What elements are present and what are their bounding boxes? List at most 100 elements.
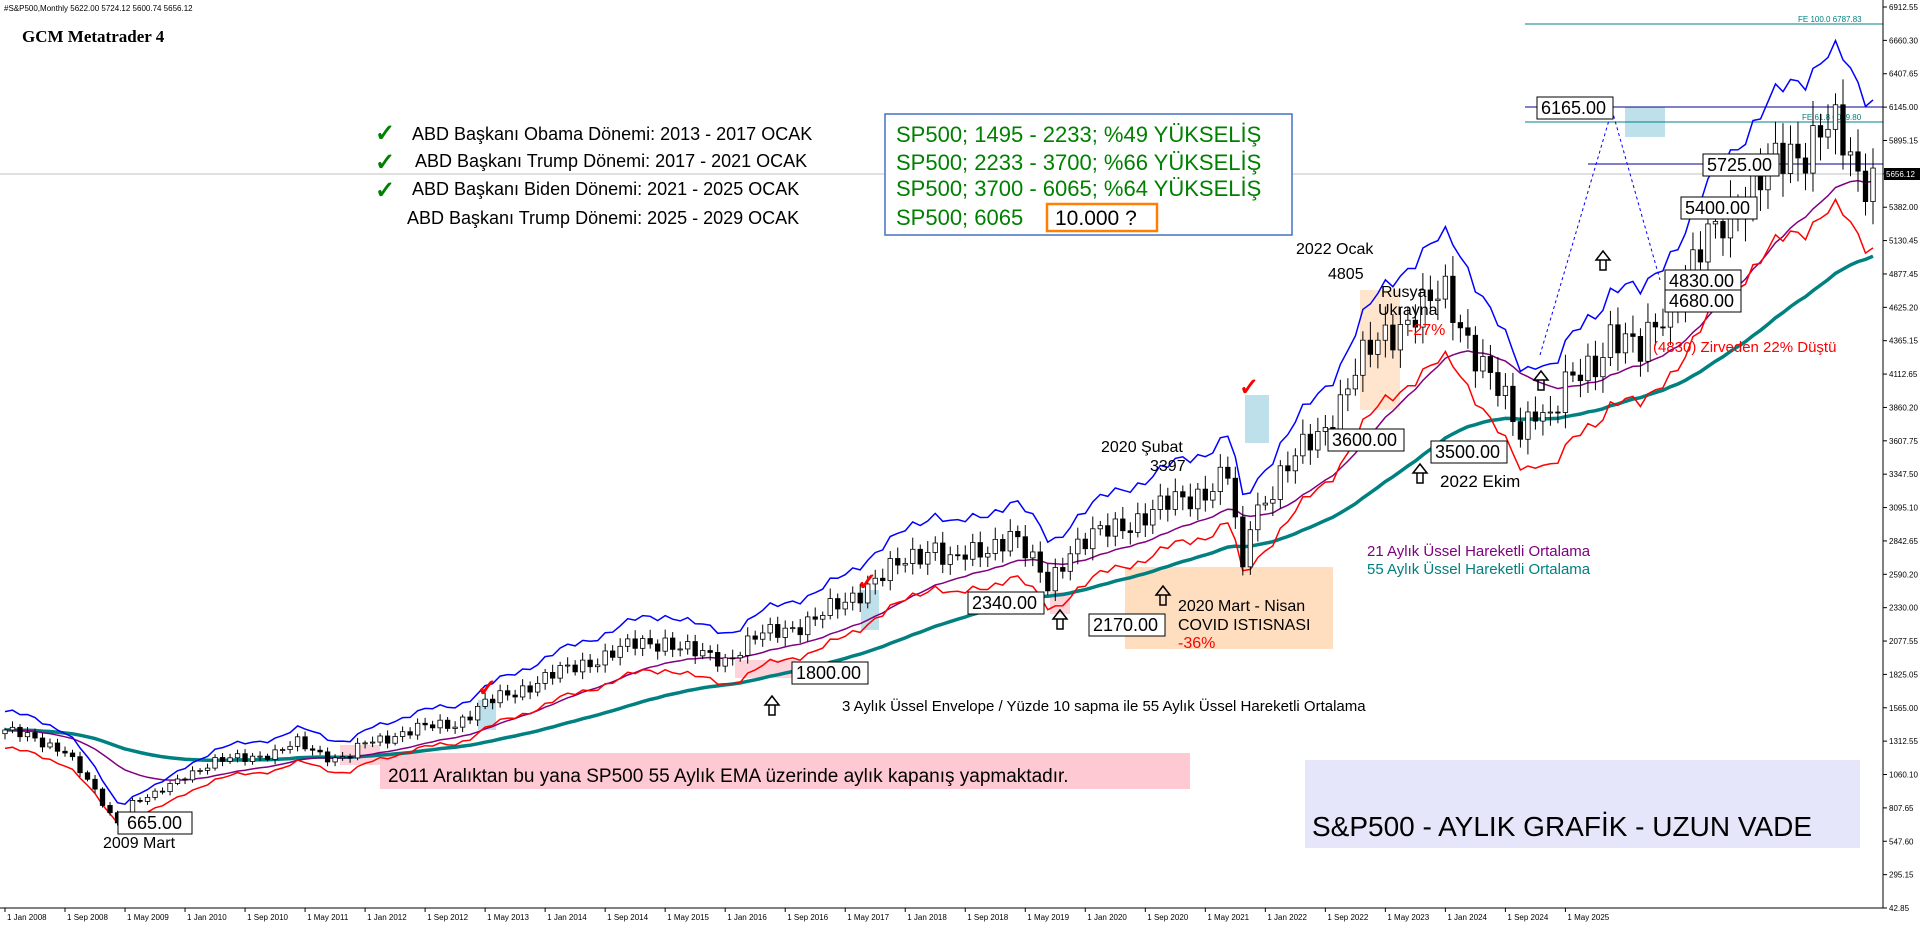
candle — [9, 721, 16, 734]
label-minus27: -27% — [1408, 322, 1445, 339]
candle — [617, 638, 623, 666]
president-right-2: SP500; 2233 - 3700; %66 YÜKSELİŞ — [896, 150, 1261, 175]
candle — [1840, 79, 1846, 170]
candle — [1067, 546, 1073, 581]
label-zirve: (4830) Zirveden 22% Düştü — [1653, 339, 1836, 356]
candle — [384, 730, 391, 749]
y-tick-label: 4877.45 — [1889, 270, 1918, 279]
target-box — [1045, 202, 1159, 233]
candle — [827, 588, 833, 620]
candle — [970, 533, 976, 567]
candle — [1780, 123, 1786, 197]
candle — [62, 746, 68, 757]
candle — [790, 621, 796, 633]
box-4680 — [1664, 289, 1742, 313]
candle — [264, 753, 271, 762]
box-4830-text: 4830.00 — [1669, 271, 1734, 291]
check-icon: ✓ — [375, 177, 395, 204]
box-1800 — [791, 661, 869, 685]
x-tick-label: 1 Sep 2010 — [247, 913, 288, 922]
candle — [444, 716, 451, 732]
candle — [482, 692, 488, 710]
envelope-lower-line — [4, 197, 1874, 825]
candle — [107, 802, 113, 816]
candle — [302, 731, 308, 752]
candle — [512, 689, 518, 704]
candle — [1637, 328, 1644, 377]
candle — [1015, 525, 1021, 549]
candle — [1412, 304, 1419, 344]
check-icon: ✓ — [477, 675, 497, 702]
ema-note-band — [380, 753, 1190, 789]
envelope-note: 3 Aylık Üssel Envelope / Yüzde 10 sapma … — [842, 697, 1366, 715]
x-tick-label: 1 Sep 2024 — [1507, 913, 1548, 922]
candle — [1600, 342, 1606, 393]
y-tick-label: 3095.10 — [1889, 504, 1918, 513]
president-panel: ✓ ABD Başkanı Obama Dönemi: 2013 - 2017 … — [375, 113, 1293, 236]
candle — [670, 632, 676, 658]
candle — [1585, 343, 1591, 393]
candle — [227, 753, 233, 764]
x-tick-label: 1 Sep 2022 — [1327, 913, 1368, 922]
candle — [1855, 129, 1861, 192]
candle — [1360, 331, 1366, 392]
y-tick-label: 807.65 — [1889, 804, 1914, 813]
candle — [437, 714, 443, 734]
candle — [880, 568, 886, 587]
candle — [1532, 396, 1539, 430]
candle — [902, 557, 908, 573]
candle — [1262, 495, 1268, 511]
candle — [204, 763, 211, 775]
box-2340-text: 2340.00 — [972, 593, 1037, 613]
candle — [1457, 314, 1464, 343]
y-tick-label: 1565.00 — [1889, 704, 1918, 713]
y-tick-label: 1312.55 — [1889, 737, 1918, 746]
candle — [707, 645, 713, 661]
candle — [1045, 563, 1051, 596]
candle — [1022, 524, 1028, 567]
candle — [1255, 492, 1261, 542]
candle — [700, 642, 706, 660]
candle — [595, 658, 601, 673]
candle — [459, 714, 466, 733]
candle — [1622, 322, 1629, 364]
candle — [1450, 256, 1456, 341]
candle — [1397, 306, 1404, 368]
x-tick-label: 1 May 2017 — [847, 913, 889, 922]
candle — [835, 593, 841, 619]
label-3397: 3397 — [1150, 458, 1186, 475]
president-left-4: ABD Başkanı Trump Dönemi: 2025 - 2029 OC… — [407, 208, 799, 228]
candle — [249, 752, 256, 765]
candle — [1375, 332, 1381, 369]
candle — [985, 546, 991, 568]
candle — [610, 645, 616, 661]
x-tick-label: 1 May 2015 — [667, 913, 709, 922]
candle — [1202, 475, 1208, 512]
candle — [1480, 339, 1486, 379]
candle — [1832, 93, 1839, 155]
candle — [1172, 478, 1178, 516]
candle — [842, 592, 848, 616]
candle — [692, 634, 698, 664]
candle — [550, 664, 556, 685]
candle — [1547, 396, 1554, 426]
candle — [332, 754, 338, 767]
box-6165 — [1536, 96, 1614, 120]
candle — [1495, 356, 1501, 407]
candle — [1307, 423, 1313, 465]
current-price-tag — [1884, 168, 1920, 180]
candle — [294, 733, 301, 752]
president-right-3: SP500; 3700 - 6065; %64 YÜKSELİŞ — [896, 176, 1261, 201]
candle — [872, 569, 878, 595]
y-tick-label: 5382.00 — [1889, 203, 1918, 212]
candle — [865, 575, 871, 609]
candle — [805, 611, 811, 642]
president-row-3: ✓ ABD Başkanı Biden Dönemi: 2021 - 2025 … — [375, 176, 1261, 204]
label-2022-ekim: 2022 Ekim — [1440, 472, 1520, 491]
candle — [1127, 522, 1133, 545]
candle — [1315, 417, 1321, 459]
candle — [1525, 401, 1531, 455]
candle — [1465, 309, 1471, 349]
candle — [489, 694, 496, 710]
